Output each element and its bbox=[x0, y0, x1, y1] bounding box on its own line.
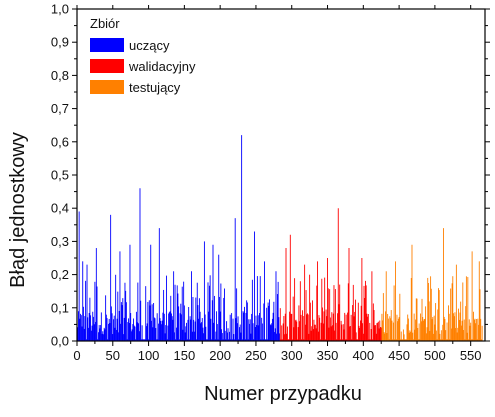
x-tick-label: 550 bbox=[460, 348, 482, 363]
legend-swatch-walidacyjny bbox=[90, 59, 124, 73]
x-tick-label: 100 bbox=[138, 348, 160, 363]
x-tick-label: 200 bbox=[209, 348, 231, 363]
x-tick-label: 150 bbox=[174, 348, 196, 363]
y-tick-label: 0,5 bbox=[51, 168, 69, 183]
y-tick-label: 0,1 bbox=[51, 300, 69, 315]
series-0 bbox=[77, 135, 281, 341]
y-tick-label: 0,6 bbox=[51, 134, 69, 149]
x-axis-title: Numer przypadku bbox=[204, 383, 362, 405]
legend: Zbiór uczący walidacyjny testujący bbox=[90, 16, 196, 95]
y-tick-label: 0,2 bbox=[51, 267, 69, 282]
x-tick-label: 500 bbox=[424, 348, 446, 363]
x-tick-label: 250 bbox=[245, 348, 267, 363]
y-tick-label: 0,8 bbox=[51, 68, 69, 83]
legend-swatch-uczacy bbox=[90, 38, 124, 52]
bars-layer bbox=[77, 135, 483, 341]
x-tick-label: 400 bbox=[352, 348, 374, 363]
y-tick-label: 0,7 bbox=[51, 101, 69, 116]
y-axis-title: Błąd jednostkowy bbox=[7, 132, 29, 288]
x-axis: 0 50 100 150 200 250 300 350 400 450 500 550 bbox=[73, 5, 482, 363]
legend-swatch-testujacy bbox=[90, 80, 124, 94]
legend-title: Zbiór bbox=[90, 16, 120, 31]
x-tick-label: 350 bbox=[317, 348, 339, 363]
legend-label-testujacy: testujący bbox=[129, 80, 181, 95]
series-2 bbox=[381, 228, 483, 341]
y-tick-label: 0,0 bbox=[51, 334, 69, 349]
series-1 bbox=[279, 208, 382, 341]
y-tick-label: 0,4 bbox=[51, 201, 69, 216]
x-tick-label: 0 bbox=[73, 348, 80, 363]
y-tick-label: 1,0 bbox=[51, 2, 69, 17]
x-tick-label: 50 bbox=[106, 348, 120, 363]
y-tick-label: 0,9 bbox=[51, 35, 69, 50]
y-tick-label: 0,3 bbox=[51, 234, 69, 249]
x-tick-label: 450 bbox=[388, 348, 410, 363]
y-axis: 0,0 0,1 0,2 0,3 0,4 0,5 0,6 0,7 0,8 0,9 1,0 bbox=[51, 2, 490, 349]
legend-label-walidacyjny: walidacyjny bbox=[128, 59, 196, 74]
x-tick-label: 300 bbox=[281, 348, 303, 363]
legend-label-uczacy: uczący bbox=[129, 38, 170, 53]
